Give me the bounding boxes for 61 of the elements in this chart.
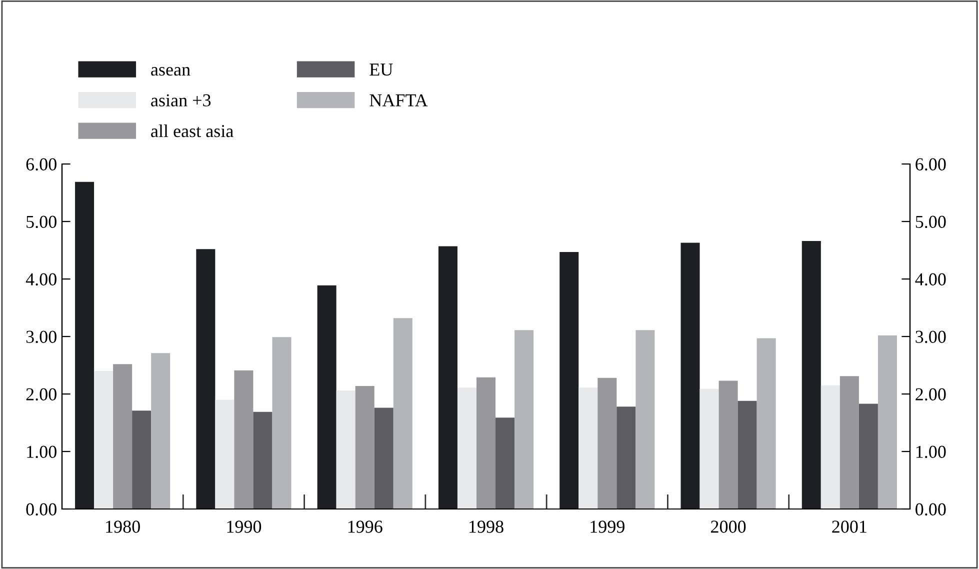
bar — [700, 388, 719, 509]
legend-label: asian +3 — [151, 94, 211, 106]
x-tick-label: 2000 — [711, 520, 746, 533]
bar — [215, 400, 234, 509]
y2-tick-label: 4.00 — [915, 273, 946, 286]
bar — [680, 242, 700, 509]
bar — [756, 338, 776, 509]
bar — [336, 390, 356, 509]
bar — [616, 406, 636, 509]
bar — [253, 412, 272, 509]
y-tick-label: 0.00 — [26, 503, 56, 516]
y-tick-label: 2.00 — [26, 388, 56, 401]
bar — [496, 418, 515, 509]
bar — [272, 337, 292, 509]
x-tick-label: 1999 — [590, 520, 624, 533]
y2-tick-label: 0.00 — [916, 503, 946, 516]
bar — [476, 377, 496, 509]
x-tick-label: 2001 — [832, 520, 866, 533]
y-tick-label: 1.00 — [27, 446, 56, 458]
x-tick-label: 1980 — [106, 520, 140, 533]
y-tick-label: 5.00 — [26, 216, 56, 228]
bar — [374, 408, 394, 509]
bar — [438, 246, 458, 509]
legend-label: all east asia — [151, 124, 234, 138]
bar — [578, 388, 598, 509]
bar — [738, 400, 757, 509]
bar — [820, 385, 840, 509]
bar — [132, 410, 152, 509]
bar — [196, 249, 216, 509]
bar — [878, 335, 897, 509]
x-tick-label: 1996 — [348, 520, 382, 533]
bar — [234, 370, 254, 509]
y2-tick-label: 6.00 — [916, 158, 946, 171]
bar — [598, 378, 617, 509]
bar — [636, 330, 655, 509]
legend-label: EU — [370, 64, 393, 76]
bar — [75, 182, 94, 509]
bar — [718, 380, 738, 509]
y-tick-label: 6.00 — [26, 158, 56, 171]
bar — [457, 388, 476, 509]
y2-tick-label: 3.00 — [916, 330, 946, 344]
bar — [514, 330, 534, 509]
bar — [355, 386, 374, 509]
x-tick-label: 1998 — [470, 520, 504, 533]
bar — [840, 376, 859, 509]
bar — [151, 353, 170, 509]
legend-label: asean — [151, 67, 190, 76]
y-tick-label: 4.00 — [26, 273, 56, 286]
bar — [858, 404, 878, 509]
legend-label: NAFTA — [370, 94, 428, 106]
bar — [94, 371, 114, 509]
bar — [393, 318, 412, 509]
bar — [560, 252, 579, 509]
bar — [113, 364, 132, 509]
y2-tick-label: 1.00 — [916, 446, 946, 458]
y2-tick-label: 2.00 — [916, 388, 946, 401]
x-tick-label: 1990 — [227, 520, 262, 533]
y2-tick-label: 5.00 — [916, 216, 946, 228]
bar — [317, 285, 336, 509]
bar — [802, 241, 821, 509]
y-tick-label: 3.00 — [26, 330, 56, 344]
